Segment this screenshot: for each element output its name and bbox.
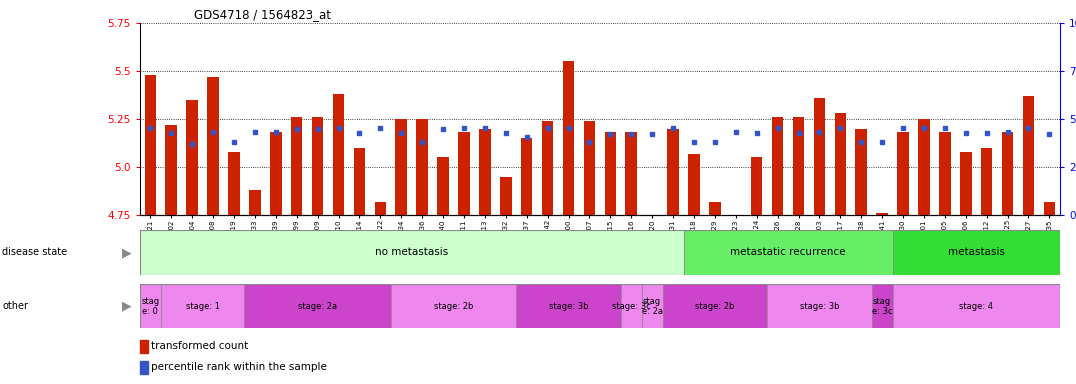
Bar [893,284,1060,328]
Bar [186,100,198,215]
Bar [939,132,950,215]
Bar [793,117,804,215]
Text: stage: 2b: stage: 2b [434,302,473,311]
Bar [683,230,893,275]
Text: stage: 3b: stage: 3b [799,302,839,311]
Text: metastatic recurrence: metastatic recurrence [731,247,846,258]
Bar [354,148,365,215]
Text: GDS4718 / 1564823_at: GDS4718 / 1564823_at [194,8,330,21]
Bar [140,230,683,275]
Bar [625,132,637,215]
Text: stag
e: 3c: stag e: 3c [872,296,892,316]
Bar [960,152,972,215]
Bar [583,121,595,215]
Bar [166,125,176,215]
Bar [312,117,324,215]
Bar [416,119,428,215]
Text: stage: 3b: stage: 3b [549,302,589,311]
Text: transformed count: transformed count [151,341,247,351]
Bar [563,61,575,215]
Text: disease state: disease state [2,247,68,258]
Text: stage: 3c: stage: 3c [612,302,651,311]
Bar [813,98,825,215]
Bar [835,113,846,215]
Bar [140,340,147,353]
Text: metastasis: metastasis [948,247,1005,258]
Bar [1044,202,1056,215]
Bar [140,361,147,374]
Bar [771,117,783,215]
Bar [1023,96,1034,215]
Bar [160,284,244,328]
Bar [516,284,621,328]
Text: other: other [2,301,28,311]
Bar [872,284,893,328]
Bar [479,129,491,215]
Text: percentile rank within the sample: percentile rank within the sample [151,362,326,372]
Text: stage: 1: stage: 1 [185,302,220,311]
Bar [897,132,909,215]
Bar [647,215,657,286]
Bar [270,132,282,215]
Bar [1002,132,1014,215]
Bar [751,157,763,215]
Bar [140,284,160,328]
Bar [918,119,930,215]
Bar [855,129,867,215]
Bar [144,75,156,215]
Bar [521,138,533,215]
Text: ▶: ▶ [122,300,131,313]
Bar [981,148,992,215]
Text: stage: 4: stage: 4 [959,302,993,311]
Bar [689,154,699,215]
Bar [667,129,679,215]
Bar [605,132,617,215]
Bar [228,152,240,215]
Bar [208,77,218,215]
Bar [876,213,888,215]
Text: stag
e: 2a: stag e: 2a [641,296,663,316]
Bar [291,117,302,215]
Bar [244,284,391,328]
Bar [663,284,767,328]
Bar [332,94,344,215]
Text: stage: 2b: stage: 2b [695,302,735,311]
Bar [709,202,721,215]
Bar [374,202,386,215]
Bar [893,230,1060,275]
Bar [437,157,449,215]
Bar [542,121,553,215]
Bar [767,284,872,328]
Bar [500,177,511,215]
Bar [730,215,741,286]
Bar [391,284,516,328]
Text: ▶: ▶ [122,246,131,259]
Text: stag
e: 0: stag e: 0 [141,296,159,316]
Text: no metastasis: no metastasis [376,247,449,258]
Bar [396,119,407,215]
Bar [621,284,641,328]
Text: stage: 2a: stage: 2a [298,302,337,311]
Bar [458,132,470,215]
Bar [250,190,260,215]
Bar [641,284,663,328]
